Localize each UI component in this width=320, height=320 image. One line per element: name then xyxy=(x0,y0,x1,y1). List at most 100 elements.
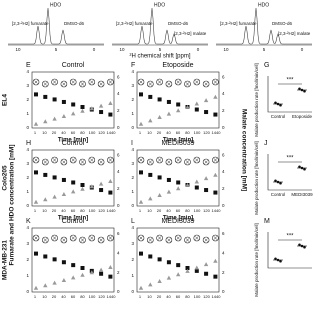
marker-fumarate xyxy=(157,257,162,262)
marker-malate xyxy=(80,108,85,113)
marker-hdo-x xyxy=(52,80,57,84)
marker-hdo xyxy=(97,236,105,244)
marker-hdo-x xyxy=(80,82,85,86)
marker-hdo-x xyxy=(139,236,143,240)
marker-hdo-x xyxy=(71,158,75,162)
marker-fumarate xyxy=(157,175,162,180)
label: 20 xyxy=(52,130,57,135)
marker-hdo-x xyxy=(99,160,103,164)
label: 80 xyxy=(80,294,85,299)
bar-axes xyxy=(267,76,312,113)
label: 60 xyxy=(176,130,181,135)
marker-malate xyxy=(89,184,94,189)
marker-malate xyxy=(176,186,181,191)
marker-hdo-x xyxy=(108,80,113,84)
marker-hdo-x xyxy=(185,238,190,242)
plot-frame xyxy=(31,227,115,293)
marker-hdo-x xyxy=(34,236,38,240)
label: MDA-MB-231 xyxy=(2,240,9,280)
dot xyxy=(298,165,301,169)
label: 0 xyxy=(117,289,120,294)
marker-malate xyxy=(80,186,85,191)
marker-fumarate xyxy=(99,110,104,115)
label: 100 xyxy=(194,130,201,135)
label: H xyxy=(26,140,31,147)
label: Colo205 xyxy=(2,165,9,191)
label: 1440 xyxy=(107,294,117,299)
label: 10 xyxy=(42,208,47,213)
label: 120 xyxy=(203,208,210,213)
marker-fumarate xyxy=(194,268,199,273)
marker-fumarate xyxy=(71,102,76,107)
label: 6 xyxy=(117,231,120,236)
marker-hdo xyxy=(51,78,58,86)
label: Malate production rate [fmol/min/cell] xyxy=(254,223,259,297)
label: Control xyxy=(271,114,286,119)
label: 120 xyxy=(98,130,105,135)
label: 0 xyxy=(301,47,304,52)
label: Etoposide xyxy=(292,114,313,119)
label: 40 xyxy=(166,208,171,213)
marker-fumarate xyxy=(204,188,209,193)
label: Time [min] xyxy=(58,216,88,222)
label: *** xyxy=(286,234,294,240)
label: 10 xyxy=(42,130,47,135)
label: 60 xyxy=(176,294,181,299)
label: 1 xyxy=(26,273,29,278)
marker-malate xyxy=(71,189,76,194)
marker-malate xyxy=(138,121,144,126)
marker-hdo-x xyxy=(43,238,48,242)
marker-hdo-x xyxy=(204,238,208,242)
marker-malate xyxy=(33,285,39,290)
marker-hdo-x xyxy=(148,238,153,242)
label: Time [min] xyxy=(58,138,88,144)
marker-hdo xyxy=(156,156,163,164)
marker-malate xyxy=(185,104,190,109)
marker-hdo-x xyxy=(157,158,162,162)
marker-fumarate xyxy=(34,92,38,97)
label: 1 xyxy=(131,111,134,116)
marker-malate xyxy=(89,270,94,275)
label: Fumarate and HDO concentration [mM] xyxy=(9,145,16,266)
marker-hdo xyxy=(174,78,182,86)
marker-hdo-x xyxy=(213,80,218,84)
marker-hdo xyxy=(137,234,145,242)
marker-hdo-x xyxy=(176,80,180,84)
label: Control xyxy=(62,218,85,225)
label: 80 xyxy=(185,208,190,213)
label: 1 xyxy=(139,208,142,213)
label: 1 xyxy=(34,208,37,213)
label: 60 xyxy=(71,208,76,213)
marker-hdo-x xyxy=(62,82,66,86)
label: 20 xyxy=(52,294,57,299)
label: 0 xyxy=(26,125,29,130)
spectrum xyxy=(216,7,312,45)
marker-hdo xyxy=(137,156,145,164)
marker-fumarate xyxy=(166,177,171,182)
marker-hdo-x xyxy=(62,238,66,242)
marker-hdo-x xyxy=(204,160,208,164)
marker-fumarate xyxy=(185,266,190,270)
label: 100 xyxy=(89,294,96,299)
dot xyxy=(279,181,282,185)
label: [2,3-²H2] fumarate xyxy=(12,21,49,26)
marker-hdo xyxy=(60,236,68,244)
label: [2,3-²H2] fumarate xyxy=(220,21,257,26)
marker-malate xyxy=(89,106,94,111)
marker-malate xyxy=(108,101,113,105)
label: 60 xyxy=(176,208,181,213)
marker-hdo-x xyxy=(213,236,218,240)
label: 100 xyxy=(194,208,201,213)
label: Malate concentration [mM] xyxy=(240,109,247,191)
marker-hdo-x xyxy=(157,236,162,240)
marker-hdo-x xyxy=(90,158,94,162)
marker-malate xyxy=(108,179,113,183)
marker-hdo xyxy=(32,234,40,242)
label: 4 xyxy=(26,147,29,152)
label: 0 xyxy=(222,289,225,294)
label: 40 xyxy=(61,294,66,299)
marker-malate xyxy=(213,172,218,177)
marker-malate xyxy=(71,275,76,280)
marker-malate xyxy=(176,272,181,277)
marker-malate xyxy=(194,179,199,184)
